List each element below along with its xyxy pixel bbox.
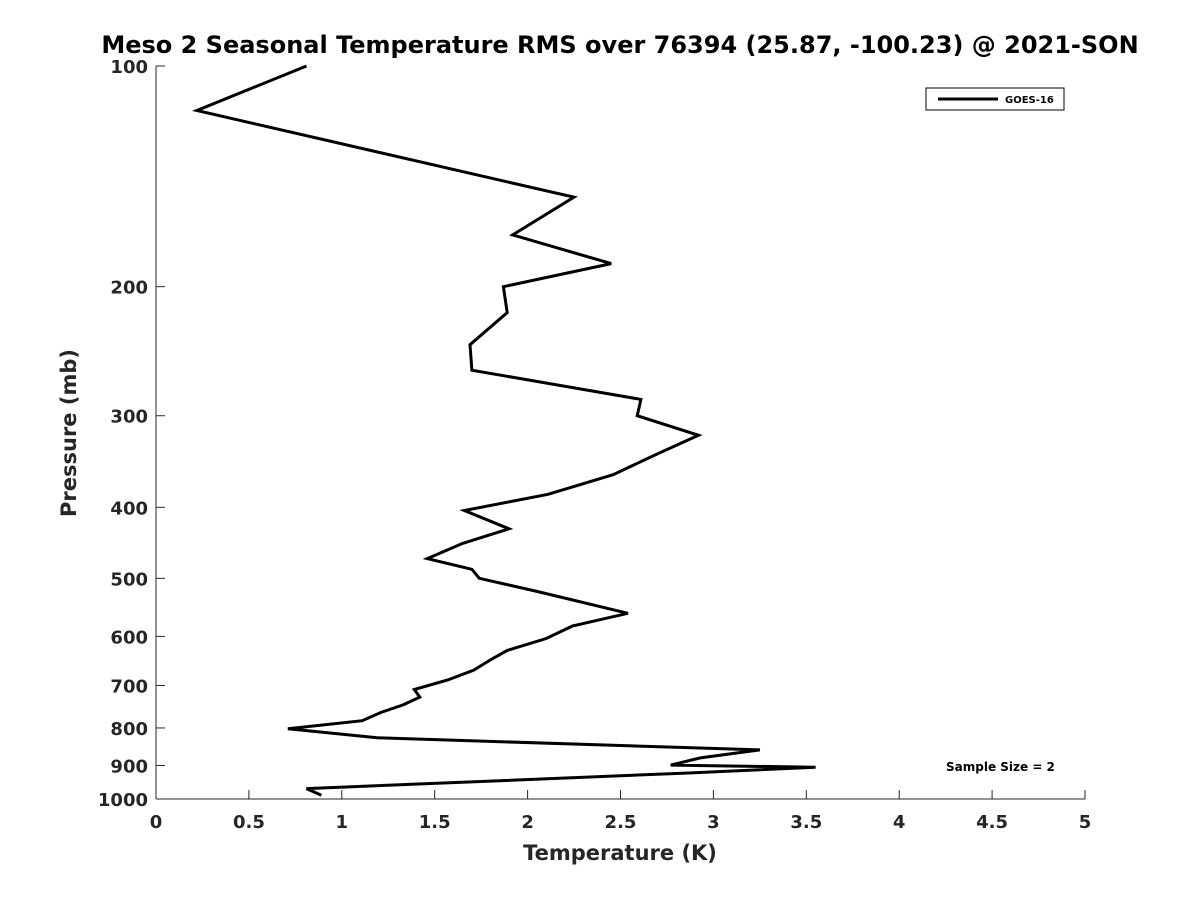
legend: GOES-16 bbox=[925, 87, 1065, 111]
x-tick-label: 0.5 bbox=[233, 812, 265, 833]
x-tick-label: 2 bbox=[521, 812, 534, 833]
y-tick-label: 700 bbox=[110, 676, 148, 697]
y-tick-label: 300 bbox=[110, 407, 148, 428]
y-tick-label: 900 bbox=[110, 756, 148, 777]
sample-size-annotation: Sample Size = 2 bbox=[946, 760, 1055, 774]
y-ticks: 100 200 300 400 500 600 700 800 900 1000 bbox=[98, 57, 165, 811]
y-tick-label: 400 bbox=[110, 498, 148, 519]
x-tick-label: 3 bbox=[707, 812, 720, 833]
x-tick-label: 5 bbox=[1079, 812, 1092, 833]
x-tick-label: 0 bbox=[150, 812, 163, 833]
chart-title: Meso 2 Seasonal Temperature RMS over 763… bbox=[101, 31, 1138, 59]
y-tick-label: 100 bbox=[110, 57, 148, 78]
x-ticks: 0 0.5 1 1.5 2 2.5 3 3.5 4 4.5 5 bbox=[150, 790, 1092, 833]
x-tick-label: 3.5 bbox=[790, 812, 822, 833]
y-tick-label: 500 bbox=[110, 569, 148, 590]
series-line-goes16 bbox=[191, 64, 816, 797]
series-layer bbox=[191, 64, 816, 797]
x-axis-label: Temperature (K) bbox=[523, 841, 717, 865]
x-tick-label: 1 bbox=[336, 812, 349, 833]
x-tick-label: 4.5 bbox=[976, 812, 1008, 833]
y-tick-label: 600 bbox=[110, 627, 148, 648]
x-tick-label: 1.5 bbox=[419, 812, 451, 833]
y-tick-label: 1000 bbox=[98, 790, 148, 811]
y-axis-label: Pressure (mb) bbox=[57, 349, 81, 517]
legend-label-goes16: GOES-16 bbox=[1005, 95, 1054, 106]
y-tick-label: 800 bbox=[110, 719, 148, 740]
x-tick-label: 2.5 bbox=[605, 812, 637, 833]
y-tick-label: 200 bbox=[110, 278, 148, 299]
x-tick-label: 4 bbox=[893, 812, 906, 833]
